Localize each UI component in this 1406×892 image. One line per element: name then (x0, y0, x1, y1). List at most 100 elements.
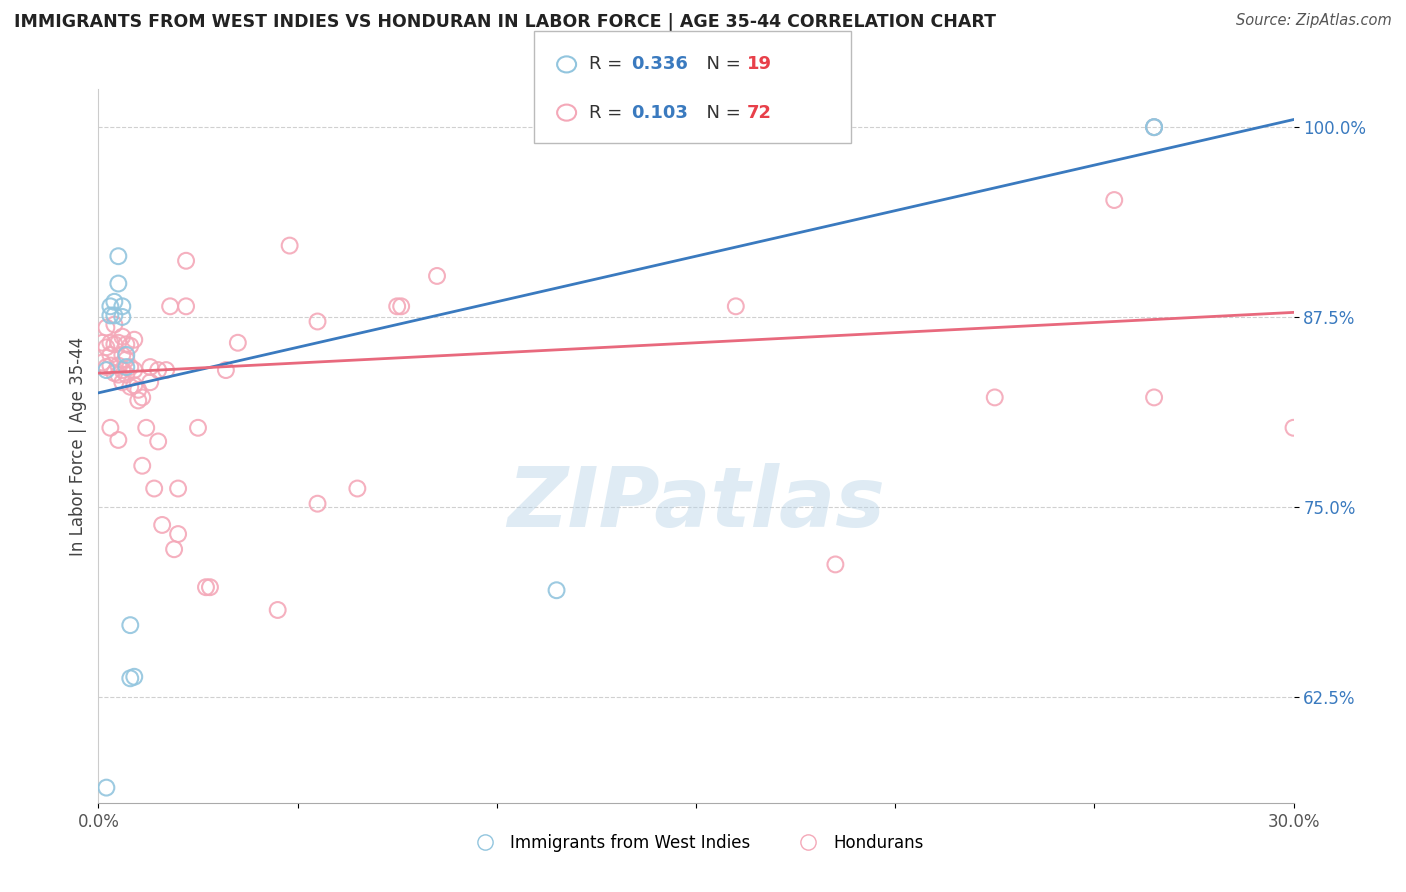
Text: 72: 72 (747, 103, 772, 121)
Point (120, 671, 142, 685)
Point (167, 527, 190, 541)
Point (195, 580, 218, 594)
Text: R =: R = (589, 55, 628, 73)
Text: 0.336: 0.336 (631, 55, 688, 73)
Point (115, 359, 138, 374)
Text: N =: N = (695, 55, 747, 73)
Y-axis label: In Labor Force | Age 35-44: In Labor Force | Age 35-44 (69, 336, 87, 556)
Point (96, 340, 118, 354)
Point (103, 318, 125, 332)
Point (1104, 193, 1126, 207)
Point (107, 335, 129, 350)
Point (103, 366, 125, 380)
Point (143, 482, 166, 496)
Point (546, 583, 568, 598)
Text: 0.103: 0.103 (631, 103, 688, 121)
Point (124, 378, 146, 392)
Point (385, 299, 409, 313)
Point (98, 359, 122, 373)
Point (111, 299, 134, 313)
Point (131, 458, 153, 473)
Point (163, 542, 186, 557)
Point (307, 497, 329, 511)
Point (115, 368, 138, 382)
Point (107, 249, 129, 263)
Text: N =: N = (695, 103, 747, 121)
Point (103, 309, 125, 323)
Point (1302, 780, 1324, 795)
Point (824, 558, 846, 572)
Point (103, 294, 125, 309)
Point (103, 337, 125, 351)
Legend: Immigrants from West Indies, Hondurans: Immigrants from West Indies, Hondurans (461, 828, 931, 859)
Point (120, 359, 142, 374)
Point (107, 277, 129, 291)
Point (124, 333, 146, 347)
Point (1143, 120, 1166, 135)
Point (307, 314, 329, 328)
Point (120, 380, 142, 394)
Point (1143, 120, 1166, 135)
Point (111, 329, 134, 343)
Point (98, 299, 122, 313)
Point (98, 309, 122, 323)
Point (135, 421, 157, 435)
Point (111, 348, 134, 362)
Point (155, 363, 177, 377)
Point (984, 391, 1007, 405)
Point (115, 348, 138, 362)
Point (167, 482, 190, 496)
Text: R =: R = (589, 103, 628, 121)
Point (107, 433, 129, 447)
Point (98, 335, 122, 350)
Point (111, 310, 134, 324)
Point (215, 363, 238, 377)
Point (131, 391, 153, 405)
Point (278, 238, 301, 252)
Point (111, 363, 134, 377)
Point (426, 268, 449, 283)
Point (139, 376, 162, 390)
Point (127, 383, 149, 397)
Point (115, 337, 138, 351)
Point (724, 299, 747, 313)
Point (174, 299, 197, 313)
Text: IMMIGRANTS FROM WEST INDIES VS HONDURAN IN LABOR FORCE | AGE 35-44 CORRELATION C: IMMIGRANTS FROM WEST INDIES VS HONDURAN … (14, 13, 995, 31)
Point (159, 299, 181, 313)
Point (226, 335, 249, 350)
Point (148, 363, 170, 377)
Point (91, 335, 114, 350)
Point (96, 359, 118, 374)
Point (124, 670, 146, 684)
Point (198, 580, 221, 594)
Point (389, 299, 412, 313)
Point (127, 393, 149, 408)
Point (107, 368, 129, 382)
Text: ZIPatlas: ZIPatlas (508, 463, 884, 543)
Point (1143, 391, 1166, 405)
Point (139, 359, 162, 374)
Point (187, 421, 209, 435)
Point (96, 320, 118, 334)
Point (120, 339, 142, 353)
Point (1282, 421, 1305, 435)
Point (115, 352, 138, 367)
Point (267, 603, 290, 617)
Point (98, 421, 122, 435)
Text: 19: 19 (747, 55, 772, 73)
Point (554, 120, 576, 135)
Point (96, 780, 118, 795)
Point (346, 482, 368, 496)
Point (91, 355, 114, 369)
Point (148, 434, 170, 449)
Point (174, 253, 197, 268)
Point (107, 359, 129, 373)
Point (111, 376, 134, 390)
Point (1143, 120, 1166, 135)
Point (98, 348, 122, 362)
Text: Source: ZipAtlas.com: Source: ZipAtlas.com (1236, 13, 1392, 29)
Point (150, 518, 173, 533)
Point (605, 120, 627, 135)
Point (124, 363, 146, 377)
Point (120, 618, 142, 632)
